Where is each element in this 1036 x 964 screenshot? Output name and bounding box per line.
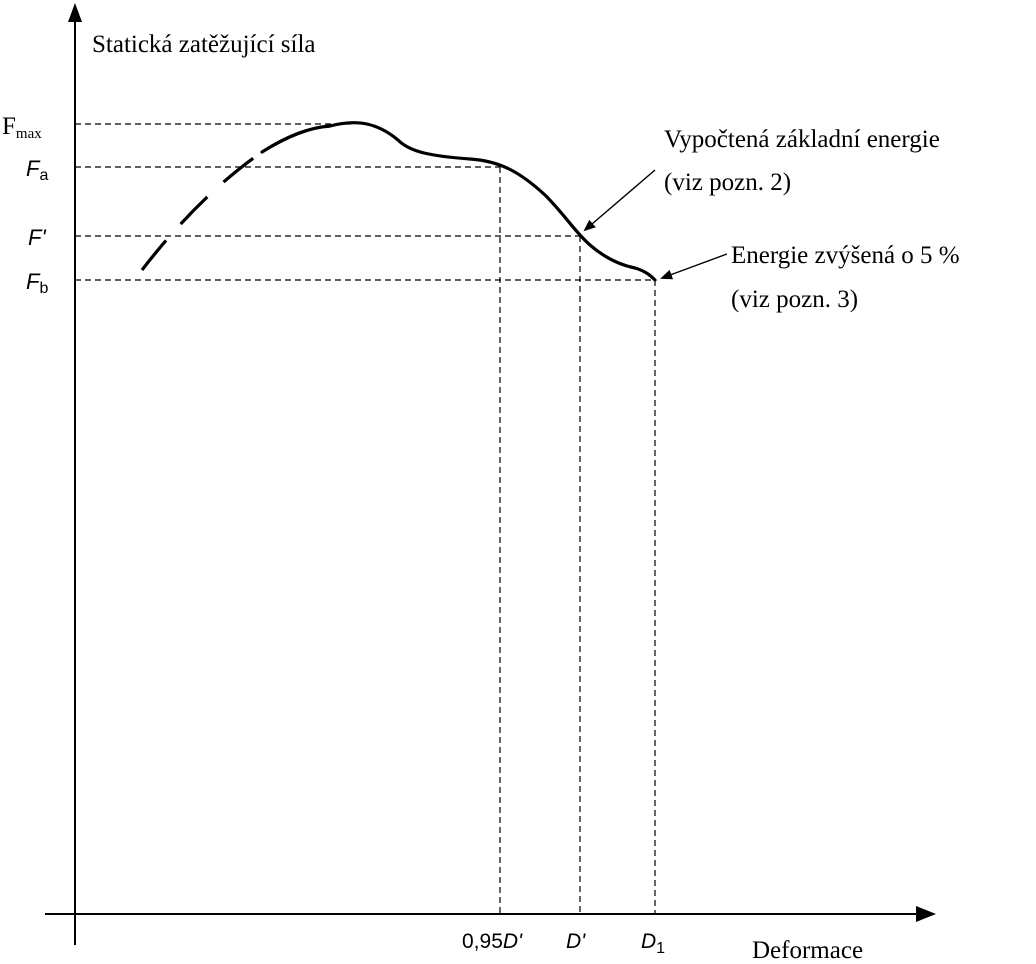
- y-axis-arrowhead: [68, 3, 82, 22]
- arrow-basic-energy: [583, 169, 656, 232]
- tick-label-fa-sub: a: [39, 167, 48, 184]
- tick-label-fa-base: F: [26, 156, 41, 181]
- annotation-arrows: [583, 169, 728, 280]
- annotation-energy-plus5-line1: Energie zvýšená o 5 %: [731, 242, 960, 269]
- x-axis-title: Deformace: [752, 937, 863, 964]
- tick-label-x095-prefix: 0,95: [462, 930, 503, 953]
- annotation-basic-energy-line1: Vypočtená základní energie: [664, 126, 940, 153]
- tick-label-fmax-sub: max: [16, 126, 42, 142]
- tick-label-x095: 0,95D': [462, 930, 523, 953]
- y-axis-title: Statická zatěžující síla: [92, 31, 316, 58]
- tick-label-fa: Fa: [26, 156, 48, 184]
- tick-label-dprime-base: D': [566, 930, 586, 953]
- tick-label-x095-base: D': [503, 930, 523, 953]
- arrow-energy-plus5: [660, 253, 728, 280]
- curve-dashed-segment: [140, 124, 331, 271]
- horizontal-guides: [75, 123, 655, 281]
- tick-label-fmax-base: F: [2, 113, 16, 140]
- annotation-energy-plus5-line2: (viz pozn. 3): [731, 286, 858, 313]
- annotation-energy-plus5: Energie zvýšená o 5 % (viz pozn. 3): [731, 242, 966, 313]
- tick-label-fb: Fb: [26, 269, 48, 297]
- tick-label-d1: D1: [641, 930, 665, 957]
- tick-label-d1-sub: 1: [656, 940, 665, 957]
- tick-label-d1-base: D: [641, 930, 656, 953]
- vertical-guides: [499, 167, 656, 914]
- tick-label-fb-sub: b: [39, 280, 48, 297]
- tick-label-dprime: D': [566, 930, 586, 953]
- annotation-basic-energy-line2: (viz pozn. 2): [664, 169, 791, 196]
- tick-label-fb-base: F: [26, 269, 41, 294]
- tick-label-fmax: Fmax: [2, 113, 42, 142]
- axes: [45, 3, 936, 945]
- force-curve: [260, 121, 657, 282]
- x-axis-arrowhead: [916, 906, 936, 922]
- tick-label-fprime: F': [28, 225, 46, 250]
- annotation-basic-energy: Vypočtená základní energie (viz pozn. 2): [664, 126, 946, 196]
- tick-label-fprime-base: F': [28, 225, 46, 250]
